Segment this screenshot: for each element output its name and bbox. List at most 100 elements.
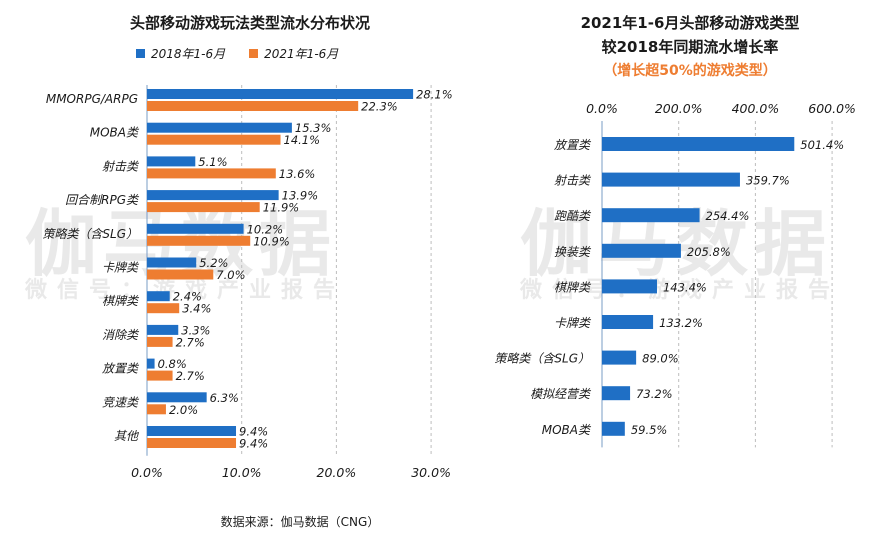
left-x-tick-label: 10.0% <box>222 465 262 480</box>
right-x-tick-label: 0.0% <box>586 101 618 116</box>
left-bar-2021 <box>147 202 260 213</box>
left-value-label-2018: 28.1% <box>416 88 453 102</box>
legend-label-2018: 2018年1-6月 <box>151 47 226 61</box>
left-value-label-2021: 22.3% <box>361 100 398 114</box>
right-bar <box>602 243 681 258</box>
left-value-label-2018: 10.2% <box>247 222 284 236</box>
right-value-label: 59.5% <box>631 423 668 437</box>
left-bar-2021 <box>147 370 173 381</box>
legend-swatch-2021 <box>249 49 259 58</box>
left-value-label-2021: 7.0% <box>216 268 245 282</box>
right-category-label: 模拟经营类 <box>530 387 592 401</box>
right-value-label: 254.4% <box>706 209 750 223</box>
right-x-tick-label: 600.0% <box>808 101 856 116</box>
right-x-tick-label: 200.0% <box>655 101 703 116</box>
right-value-label: 359.7% <box>746 174 790 188</box>
left-category-label: 射击类 <box>102 159 140 173</box>
left-category-label: 其他 <box>114 429 140 443</box>
left-bar-2018 <box>147 190 279 201</box>
right-chart-title-line2: 较2018年同期流水增长率 <box>601 38 779 56</box>
left-bar-2018 <box>147 426 237 436</box>
right-bar <box>602 279 657 294</box>
left-bar-2021 <box>147 336 173 347</box>
left-category-label: 棋牌类 <box>102 294 140 308</box>
right-category-label: 射击类 <box>554 174 592 188</box>
left-bar-2021 <box>147 404 166 415</box>
right-bar <box>602 137 795 151</box>
left-category-label: MMORPG/ARPG <box>46 92 138 106</box>
left-value-label-2018: 15.3% <box>295 121 332 135</box>
left-value-label-2018: 9.4% <box>239 425 268 439</box>
left-value-label-2021: 14.1% <box>284 133 321 147</box>
left-value-label-2018: 13.9% <box>282 189 319 203</box>
left-bar-2021 <box>147 101 359 111</box>
left-bar-2021 <box>147 235 251 246</box>
right-value-label: 73.2% <box>636 387 673 401</box>
right-value-label: 143.4% <box>663 280 707 294</box>
right-chart-subtitle: （增长超50%的游戏类型） <box>603 63 777 79</box>
left-category-label: 消除类 <box>102 328 140 342</box>
left-bar-2021 <box>147 134 281 145</box>
right-chart-title-line1: 2021年1-6月头部移动游戏类型 <box>580 14 800 32</box>
left-value-label-2021: 3.4% <box>182 302 211 316</box>
left-bar-2018 <box>147 392 207 403</box>
left-bar-2018 <box>147 122 292 133</box>
left-x-tick-label: 0.0% <box>131 465 163 480</box>
left-legend: 2018年1-6月 2021年1-6月 <box>136 45 338 62</box>
left-bar-2018 <box>147 89 414 99</box>
right-value-label: 133.2% <box>659 316 703 330</box>
left-bar-2018 <box>147 223 244 234</box>
left-bar-2018 <box>147 324 179 335</box>
right-bar <box>602 172 740 187</box>
right-bar <box>602 386 631 401</box>
left-bar-2021 <box>147 438 237 448</box>
left-value-label-2018: 2.4% <box>173 290 202 304</box>
left-category-label: 放置类 <box>102 362 140 376</box>
left-category-label: 策略类（含SLG） <box>42 227 138 241</box>
right-category-label: 棋牌类 <box>554 280 592 294</box>
data-source: 数据来源：伽马数据（CNG） <box>220 515 380 529</box>
left-bar-2018 <box>147 156 196 167</box>
left-value-label-2018: 6.3% <box>210 391 239 405</box>
right-x-tick-label: 400.0% <box>732 101 780 116</box>
right-category-label: 换装类 <box>554 245 592 259</box>
right-category-label: MOBA类 <box>542 423 592 437</box>
left-value-label-2021: 9.4% <box>239 437 268 451</box>
left-bar-2018 <box>147 291 170 302</box>
right-bar <box>602 421 625 436</box>
left-category-label: 卡牌类 <box>102 261 140 275</box>
left-value-label-2021: 2.7% <box>176 335 205 349</box>
right-value-label: 501.4% <box>800 138 844 152</box>
left-value-label-2018: 0.8% <box>158 357 187 371</box>
right-category-label: 放置类 <box>554 138 592 152</box>
right-bar <box>602 350 637 365</box>
left-x-tick-label: 30.0% <box>411 465 451 480</box>
left-value-label-2021: 11.9% <box>263 201 300 215</box>
right-value-label: 89.0% <box>642 352 679 366</box>
left-x-tick-label: 20.0% <box>317 465 357 480</box>
left-bar-2021 <box>147 269 214 280</box>
left-value-label-2018: 5.2% <box>199 256 228 270</box>
left-bar-2018 <box>147 257 197 268</box>
left-value-label-2021: 10.9% <box>253 234 290 248</box>
legend-label-2021: 2021年1-6月 <box>264 47 339 61</box>
left-bar-2021 <box>147 168 276 179</box>
left-chart-title: 头部移动游戏玩法类型流水分布状况 <box>129 14 370 32</box>
left-value-label-2018: 3.3% <box>181 323 210 337</box>
left-category-label: 回合制RPG类 <box>65 193 140 207</box>
left-value-label-2018: 5.1% <box>198 155 227 169</box>
left-category-label: MOBA类 <box>90 126 140 140</box>
right-category-label: 策略类（含SLG） <box>494 352 590 366</box>
left-value-label-2021: 2.0% <box>169 403 198 417</box>
legend-swatch-2018 <box>136 49 145 58</box>
left-category-label: 竞速类 <box>102 395 140 409</box>
right-bar <box>602 208 700 223</box>
right-category-label: 跑酷类 <box>554 209 592 223</box>
right-category-label: 卡牌类 <box>554 316 592 330</box>
right-value-label: 205.8% <box>687 245 731 259</box>
left-bar-2021 <box>147 303 180 314</box>
right-bar <box>602 315 654 329</box>
left-value-label-2021: 2.7% <box>176 369 205 383</box>
left-bar-2018 <box>147 358 155 369</box>
